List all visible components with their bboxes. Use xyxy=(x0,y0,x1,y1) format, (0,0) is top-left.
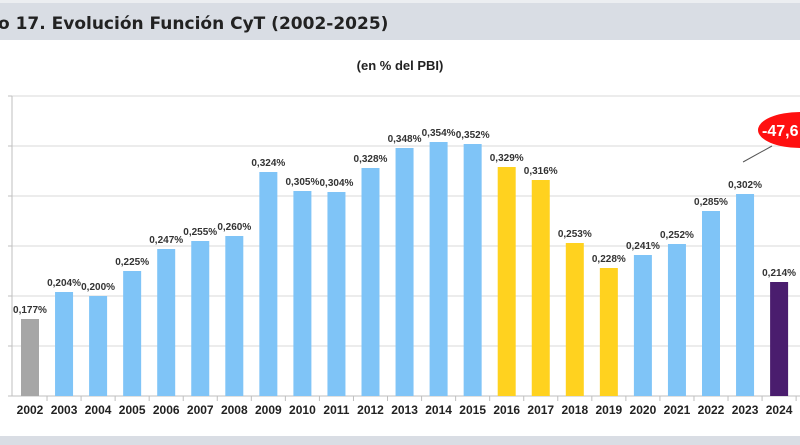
bottom-bar xyxy=(0,436,800,445)
bar-2005 xyxy=(123,271,142,396)
bar-2019 xyxy=(599,268,618,396)
x-tick-label-2020: 2020 xyxy=(630,403,657,417)
data-label-2022: 0,285% xyxy=(694,197,728,208)
data-label-2013: 0,348% xyxy=(388,134,422,145)
data-label-2018: 0,253% xyxy=(558,229,592,240)
bar-2023 xyxy=(736,194,755,396)
data-label-2015: 0,352% xyxy=(456,130,490,141)
x-tick-label-2004: 2004 xyxy=(85,403,112,417)
x-tick-label-2018: 2018 xyxy=(561,403,588,417)
data-label-2002: 0,177% xyxy=(13,305,47,316)
bar-2024 xyxy=(770,282,789,396)
data-label-2008: 0,260% xyxy=(217,222,251,233)
x-tick-label-2015: 2015 xyxy=(459,403,486,417)
bar-2011 xyxy=(327,192,346,396)
x-tick-label-2007: 2007 xyxy=(187,403,214,417)
x-tick-label-2003: 2003 xyxy=(51,403,78,417)
x-tick-label-2024: 2024 xyxy=(766,403,793,417)
data-label-2003: 0,204% xyxy=(47,278,81,289)
bar-2007 xyxy=(191,241,210,396)
bar-2002 xyxy=(21,319,39,396)
data-label-2004: 0,200% xyxy=(81,282,115,293)
bar-2010 xyxy=(293,191,312,396)
data-label-2017: 0,316% xyxy=(524,166,558,177)
x-tick-label-2023: 2023 xyxy=(732,403,759,417)
bar-2013 xyxy=(395,148,414,396)
x-tick-label-2022: 2022 xyxy=(698,403,725,417)
data-label-2007: 0,255% xyxy=(183,227,217,238)
bar-2014 xyxy=(429,142,448,396)
x-tick-label-2011: 2011 xyxy=(323,403,349,417)
chart-title: o 17. Evolución Función CyT (2002-2025) xyxy=(0,14,389,34)
bar-2017 xyxy=(531,180,550,396)
data-label-2024: 0,214% xyxy=(762,268,796,279)
data-label-2020: 0,241% xyxy=(626,241,660,252)
x-tick-label-2002: 2002 xyxy=(17,403,44,417)
x-tick-label-2016: 2016 xyxy=(493,403,520,417)
annotation-leader-line xyxy=(742,145,773,163)
bar-2006 xyxy=(157,249,176,396)
bar-2015 xyxy=(463,144,482,396)
data-label-2012: 0,328% xyxy=(354,154,388,165)
x-tick-label-2009: 2009 xyxy=(255,403,282,417)
x-tick-label-2019: 2019 xyxy=(595,403,622,417)
title-bar: o 17. Evolución Función CyT (2002-2025) xyxy=(0,0,800,40)
x-tick-label-2008: 2008 xyxy=(221,403,248,417)
bar-2004 xyxy=(89,296,108,396)
data-label-2016: 0,329% xyxy=(490,153,524,164)
bar-2022 xyxy=(702,211,720,396)
bar-2012 xyxy=(361,168,380,396)
x-tick-label-2014: 2014 xyxy=(425,403,452,417)
x-tick-label-2012: 2012 xyxy=(357,403,384,417)
bar-2021 xyxy=(667,244,686,396)
data-label-2009: 0,324% xyxy=(251,158,285,169)
data-label-2023: 0,302% xyxy=(728,180,762,191)
data-label-2005: 0,225% xyxy=(115,257,149,268)
x-tick-label-2013: 2013 xyxy=(391,403,418,417)
annotation-text: -47,6 xyxy=(762,123,799,140)
bar-2016 xyxy=(497,167,516,396)
data-label-2006: 0,247% xyxy=(149,235,183,246)
bar-2003 xyxy=(55,292,74,396)
data-label-2019: 0,228% xyxy=(592,254,626,265)
x-tick-label-2021: 2021 xyxy=(664,403,691,417)
x-tick-label-2010: 2010 xyxy=(289,403,316,417)
bar-2018 xyxy=(565,243,584,396)
data-label-2014: 0,354% xyxy=(422,128,456,139)
bar-2008 xyxy=(225,236,244,396)
data-label-2021: 0,252% xyxy=(660,230,694,241)
x-tick-label-2017: 2017 xyxy=(527,403,554,417)
chart-subtitle: (en % del PBI) xyxy=(356,58,444,73)
bar-2020 xyxy=(633,255,652,396)
data-label-2011: 0,304% xyxy=(319,178,353,189)
bar-2009 xyxy=(259,172,278,396)
x-tick-label-2006: 2006 xyxy=(153,403,180,417)
x-tick-label-2005: 2005 xyxy=(119,403,146,417)
annotation-bubble xyxy=(758,112,800,148)
data-label-2010: 0,305% xyxy=(285,177,319,188)
